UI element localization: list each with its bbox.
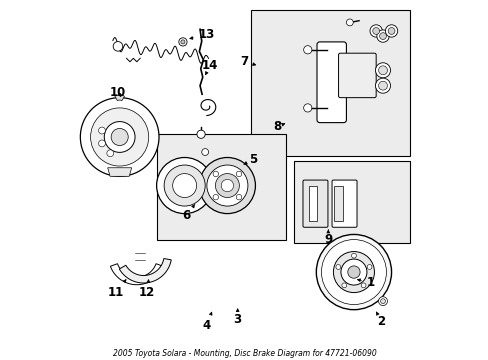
Circle shape bbox=[80, 98, 159, 176]
Circle shape bbox=[316, 234, 391, 310]
Circle shape bbox=[181, 40, 184, 44]
Circle shape bbox=[199, 158, 255, 213]
Circle shape bbox=[236, 194, 241, 200]
Circle shape bbox=[372, 27, 379, 34]
Text: 12: 12 bbox=[139, 280, 155, 299]
Circle shape bbox=[303, 104, 311, 112]
Circle shape bbox=[215, 174, 239, 198]
Circle shape bbox=[366, 265, 371, 269]
Circle shape bbox=[346, 19, 352, 26]
Bar bbox=[251, 10, 409, 156]
FancyBboxPatch shape bbox=[303, 180, 327, 227]
Circle shape bbox=[197, 130, 205, 138]
Circle shape bbox=[347, 266, 359, 278]
Circle shape bbox=[333, 252, 374, 293]
Circle shape bbox=[375, 63, 390, 78]
Circle shape bbox=[340, 259, 366, 285]
Text: 1: 1 bbox=[357, 276, 374, 289]
Circle shape bbox=[213, 194, 218, 200]
Text: 11: 11 bbox=[108, 280, 126, 299]
Circle shape bbox=[380, 299, 385, 303]
Circle shape bbox=[206, 165, 247, 206]
Text: 4: 4 bbox=[203, 312, 212, 332]
Text: 9: 9 bbox=[324, 230, 332, 246]
Text: 6: 6 bbox=[182, 204, 195, 222]
Text: 5: 5 bbox=[243, 153, 257, 166]
Circle shape bbox=[321, 240, 386, 305]
Circle shape bbox=[378, 297, 386, 306]
Wedge shape bbox=[115, 95, 124, 101]
Text: 3: 3 bbox=[233, 309, 241, 327]
Circle shape bbox=[361, 283, 365, 288]
Circle shape bbox=[99, 127, 105, 134]
Circle shape bbox=[341, 283, 346, 288]
Circle shape bbox=[113, 41, 122, 51]
Circle shape bbox=[179, 38, 187, 46]
Circle shape bbox=[376, 30, 388, 42]
FancyBboxPatch shape bbox=[338, 53, 375, 98]
Text: 2: 2 bbox=[376, 312, 385, 328]
Polygon shape bbox=[110, 264, 163, 285]
Text: 13: 13 bbox=[189, 28, 215, 41]
Circle shape bbox=[351, 253, 356, 258]
Circle shape bbox=[387, 27, 394, 34]
FancyBboxPatch shape bbox=[308, 186, 316, 221]
Text: 10: 10 bbox=[110, 86, 126, 99]
Circle shape bbox=[379, 33, 386, 40]
Circle shape bbox=[369, 25, 382, 37]
Circle shape bbox=[104, 122, 135, 152]
Circle shape bbox=[375, 78, 390, 93]
Text: 7: 7 bbox=[240, 55, 255, 68]
Circle shape bbox=[90, 108, 148, 166]
Text: 2005 Toyota Solara - Mounting, Disc Brake Diagram for 47721-06090: 2005 Toyota Solara - Mounting, Disc Brak… bbox=[112, 349, 376, 358]
Circle shape bbox=[99, 140, 105, 147]
Circle shape bbox=[378, 81, 386, 90]
Polygon shape bbox=[119, 258, 171, 283]
Bar bbox=[157, 134, 285, 240]
Circle shape bbox=[385, 25, 397, 37]
FancyBboxPatch shape bbox=[334, 186, 342, 221]
Circle shape bbox=[156, 158, 212, 213]
Circle shape bbox=[221, 179, 233, 192]
Polygon shape bbox=[107, 168, 131, 176]
Circle shape bbox=[111, 129, 128, 145]
Circle shape bbox=[236, 171, 241, 177]
Text: 14: 14 bbox=[202, 59, 218, 75]
Circle shape bbox=[335, 265, 340, 269]
Circle shape bbox=[202, 149, 208, 156]
Circle shape bbox=[303, 46, 311, 54]
Circle shape bbox=[106, 150, 113, 157]
FancyBboxPatch shape bbox=[316, 42, 346, 123]
Bar bbox=[293, 161, 409, 243]
Text: 8: 8 bbox=[272, 120, 284, 133]
Circle shape bbox=[213, 171, 218, 177]
FancyBboxPatch shape bbox=[331, 180, 356, 227]
Circle shape bbox=[172, 174, 196, 198]
Circle shape bbox=[164, 165, 205, 206]
Circle shape bbox=[378, 66, 386, 75]
